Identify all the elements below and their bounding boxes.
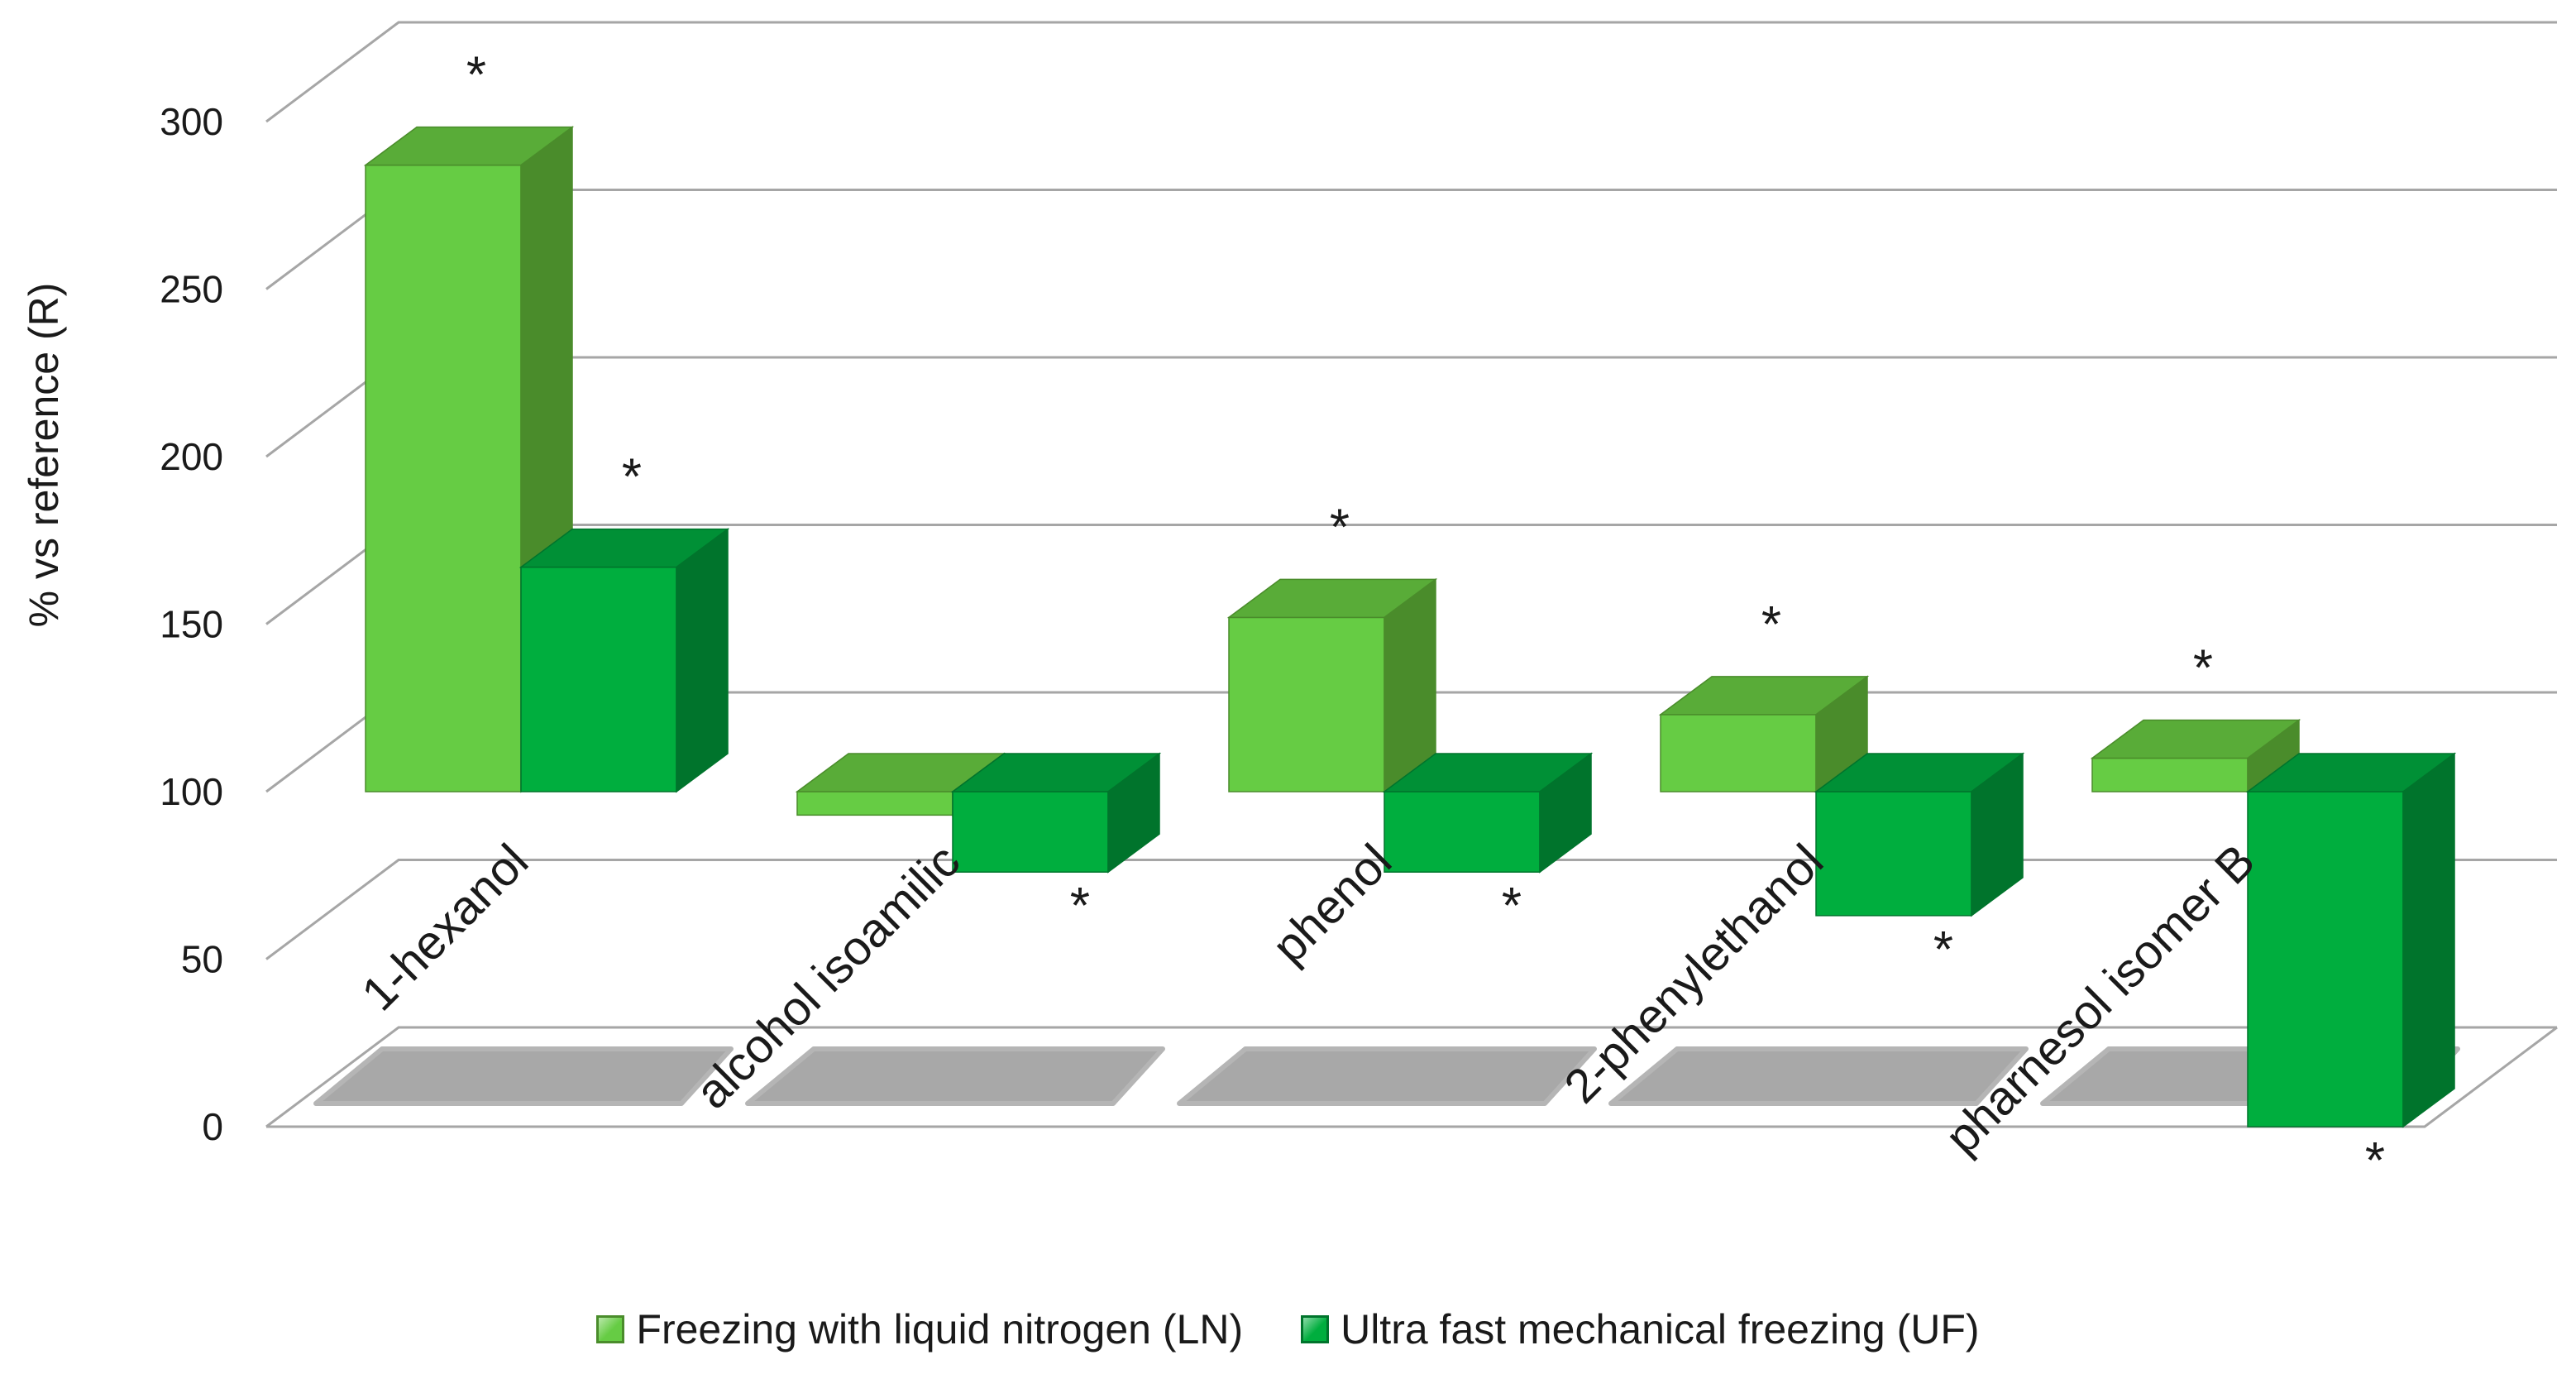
bar [1814,752,2025,917]
bar-side [1107,752,1160,874]
significance-marker: * [1330,499,1350,556]
y-tick-label: 250 [160,268,223,311]
significance-marker: * [1502,878,1522,935]
floor-shadow [1608,1046,2029,1106]
y-axis-title: % vs reference (R) [21,283,67,628]
bar-side [2402,752,2455,1128]
bar-side [1539,752,1592,874]
bar-front [2247,791,2404,1127]
y-tick-label: 100 [160,770,223,813]
y-tick-label: 0 [202,1105,223,1148]
significance-markers: * * * * * * * * * [466,47,2385,1190]
gridline [265,189,2557,290]
bar-front [796,791,953,816]
x-category-label: phenol [1262,834,1402,974]
significance-marker: * [2193,640,2213,697]
bar-side [1971,752,2024,917]
legend-label-ln: Freezing with liquid nitrogen (LN) [636,1306,1244,1353]
y-tick-label: 300 [160,100,223,143]
floor-edge [266,1026,2558,1128]
significance-marker: * [622,449,642,506]
significance-marker: * [1070,878,1090,935]
bar-side [676,528,729,793]
y-tick-label: 150 [160,603,223,646]
gridline [265,21,2557,123]
floor-shadow [745,1046,1165,1106]
bar-front [1660,714,1817,792]
y-tick-label: 200 [160,435,223,478]
bar [950,752,1162,874]
gridline [265,1026,2557,1128]
floor-shadows [313,1046,2460,1106]
bar [1658,675,1870,793]
legend-swatch-ln [596,1315,625,1343]
y-tick-label: 50 [181,938,223,981]
significance-marker: * [466,47,486,104]
significance-marker: * [1933,922,1953,979]
legend: Freezing with liquid nitrogen (LN) Ultra… [0,1305,2576,1353]
floor-shadow [1177,1046,1597,1106]
bar-front [2091,757,2249,792]
bar-front [1228,616,1385,792]
legend-swatch-uf [1301,1315,1330,1343]
x-category-label: 1-hexanol [351,834,538,1021]
legend-label-uf: Ultra fast mechanical freezing (UF) [1341,1306,1980,1353]
bar [1226,577,1438,793]
bar-front [1384,791,1541,873]
bar-front [1815,791,1972,917]
bar-front [365,164,522,792]
significance-marker: * [2365,1132,2385,1190]
gridline [265,356,2557,458]
legend-item-ln: Freezing with liquid nitrogen (LN) [596,1305,1243,1353]
bar [363,126,575,793]
bars [363,126,2457,1128]
significance-marker: * [1761,596,1781,654]
bar-front [952,791,1109,873]
bar [519,528,730,793]
bar [2245,752,2457,1128]
bar [2090,719,2301,793]
bar [1382,752,1594,874]
bar-front [520,566,677,792]
legend-item-uf: Ultra fast mechanical freezing (UF) [1301,1305,1980,1353]
y-axis-ticks: 0 50 100 150 200 250 300 [160,100,223,1148]
floor-shadow [313,1046,734,1106]
